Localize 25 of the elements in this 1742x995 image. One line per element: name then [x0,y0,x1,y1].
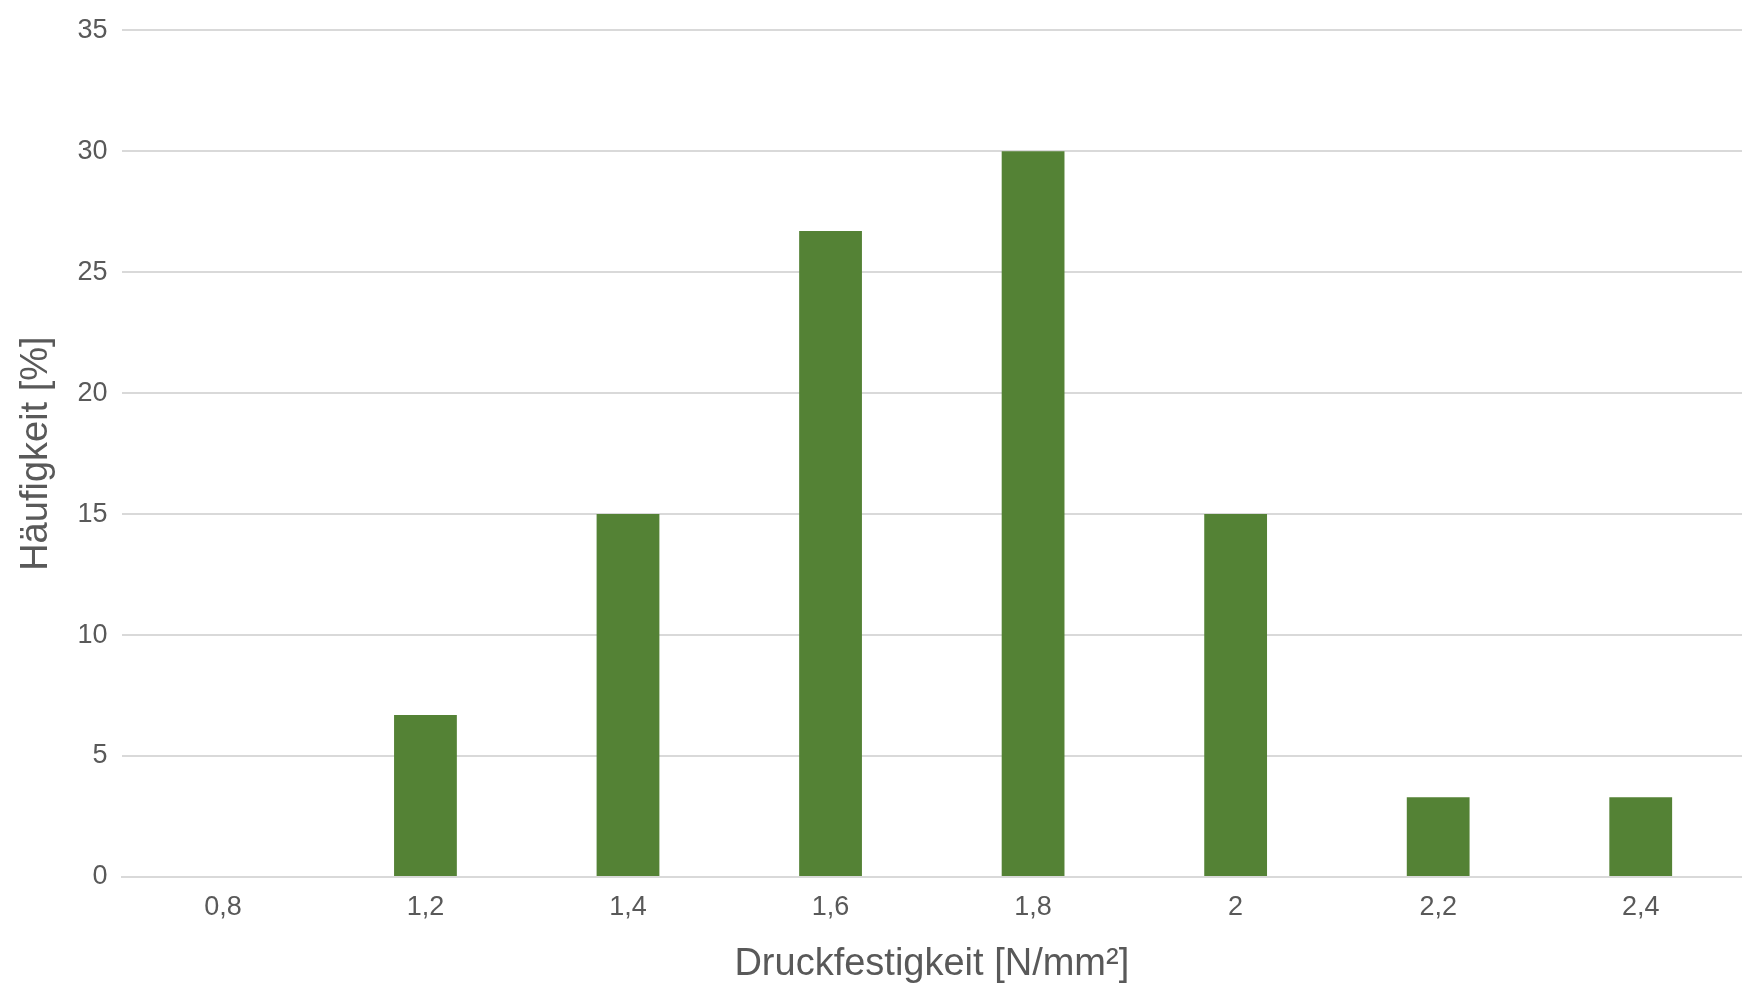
y-tick-label: 10 [77,618,108,649]
y-tick-label: 20 [77,376,108,407]
bar [1609,797,1673,876]
y-tick-label: 25 [77,255,108,286]
y-axis-title: Häufigkeit [%] [13,336,56,571]
x-tick-label: 1,2 [406,890,445,921]
bar [1406,797,1470,876]
x-tick-label: 1,8 [1014,890,1052,921]
bar [394,714,457,876]
x-tick-label: 2 [1228,890,1244,921]
x-axis-title: Druckfestigkeit [N/mm²] [734,940,1130,983]
x-tick-label: 2,4 [1621,890,1660,921]
x-tick-label: 0,8 [204,890,242,921]
x-tick-label: 2,2 [1419,890,1457,921]
y-tick-label: 30 [77,134,108,165]
y-tick-label: 0 [92,860,108,891]
bar [1204,514,1268,876]
x-tick-label: 1,4 [609,890,647,921]
y-tick-label: 35 [77,13,108,44]
x-tick-label: 1,6 [811,890,850,921]
bar [596,514,660,876]
y-tick-label: 15 [77,497,108,528]
y-tick-label: 5 [92,739,108,770]
bar [1001,151,1065,876]
bar [799,231,862,876]
